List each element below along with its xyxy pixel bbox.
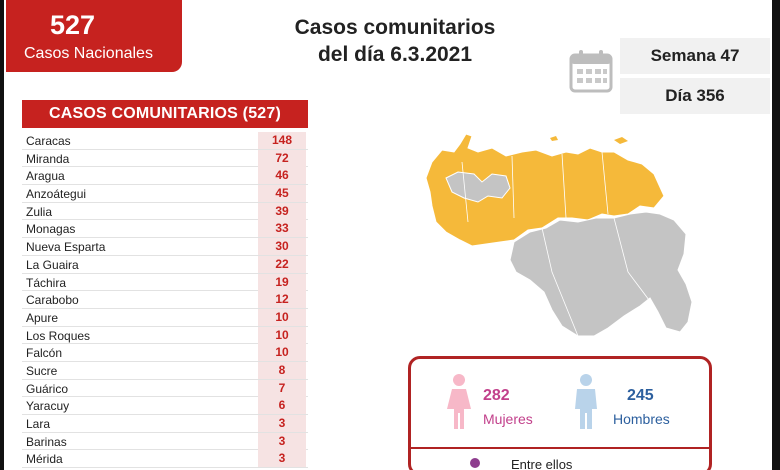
case-count: 33 (258, 220, 306, 238)
state-name: Guárico (26, 381, 69, 396)
female-label: Mujeres (483, 411, 533, 427)
cases-table: Caracas 148 Miranda 72 Aragua 46 Anzoátegui 45 Z… (22, 132, 308, 469)
gender-breakdown-card: 282 Mujeres 245 Hombres Entre ellos (408, 356, 712, 470)
table-row: Táchira 19 (22, 273, 308, 292)
state-name: Monagas (26, 222, 76, 237)
case-count: 7 (258, 379, 306, 397)
left-border (0, 0, 4, 470)
state-name: Carabobo (26, 293, 79, 308)
day-indicator: Día 356 (620, 78, 770, 114)
table-row: La Guaira 22 (22, 255, 308, 274)
map-unaffected-west (445, 171, 511, 203)
card-divider (411, 447, 709, 449)
state-name: Caracas (26, 134, 71, 148)
table-row: Barinas 3 (22, 432, 308, 451)
table-row: Falcón 10 (22, 344, 308, 362)
map-island (550, 136, 558, 141)
case-count: 12 (258, 291, 306, 309)
right-border (772, 0, 780, 470)
state-name: Sucre (26, 363, 58, 378)
state-name: Anzoátegui (26, 187, 87, 202)
case-count: 45 (258, 185, 306, 203)
male-count: 245 (627, 387, 654, 404)
state-name: Barinas (26, 434, 67, 449)
female-icon (447, 374, 471, 429)
state-name: Aragua (26, 169, 65, 184)
case-count: 10 (258, 326, 306, 344)
title-line-1: Casos comunitarios (294, 16, 496, 39)
map-unaffected-south (509, 211, 693, 337)
table-row: Monagas 33 (22, 220, 308, 239)
state-name: La Guaira (26, 257, 79, 272)
state-name: Yaracuy (26, 399, 70, 414)
table-row: Guárico 7 (22, 379, 308, 398)
table-row: Aragua 46 (22, 167, 308, 186)
case-count: 10 (258, 308, 306, 326)
table-row: Lara 3 (22, 415, 308, 433)
page-title: Casos comunitarios del día 6.3.2021 (250, 14, 540, 68)
national-cases-badge: 527 Casos Nacionales (6, 0, 182, 72)
map-affected-region (425, 133, 665, 247)
state-name: Mérida (26, 452, 63, 467)
state-name: Apure (26, 310, 59, 325)
state-name: Nueva Esparta (26, 240, 106, 255)
state-name: Lara (26, 417, 51, 431)
case-count: 3 (258, 415, 306, 432)
national-cases-count: 527 (50, 10, 96, 40)
case-count: 72 (258, 149, 306, 167)
case-count: 3 (258, 432, 306, 450)
case-count: 148 (258, 132, 306, 149)
week-indicator: Semana 47 (620, 38, 770, 74)
case-count: 46 (258, 167, 306, 185)
person-icon (470, 458, 480, 468)
table-row: Carabobo 12 (22, 291, 308, 309)
table-row: Apure 10 (22, 308, 308, 327)
case-count: 22 (258, 255, 306, 273)
table-row: Nueva Esparta 30 (22, 238, 308, 256)
state-name: Falcón (26, 346, 63, 361)
case-count: 19 (258, 273, 306, 291)
between-label: Entre ellos (511, 457, 573, 470)
male-icon (575, 374, 597, 429)
case-count: 3 (258, 450, 306, 468)
table-row: Los Roques 10 (22, 326, 308, 345)
case-count: 10 (258, 344, 306, 362)
case-count: 8 (258, 361, 306, 379)
case-count: 39 (258, 202, 306, 220)
cases-table-header: CASOS COMUNITARIOS (527) (22, 100, 308, 128)
venezuela-map (425, 133, 693, 337)
table-row: Mérida 3 (22, 450, 308, 469)
female-count: 282 (483, 387, 510, 404)
calendar-icon (569, 50, 613, 93)
case-count: 6 (258, 397, 306, 415)
table-row: Zulia 39 (22, 202, 308, 221)
table-row: Yaracuy 6 (22, 397, 308, 415)
state-name: Zulia (26, 204, 53, 219)
table-row: Anzoátegui 45 (22, 185, 308, 203)
table-row: Sucre 8 (22, 361, 308, 380)
national-cases-label: Casos Nacionales (24, 45, 153, 62)
male-label: Hombres (613, 411, 670, 427)
state-name: Táchira (26, 275, 67, 290)
state-name: Los Roques (26, 328, 91, 343)
title-line-2: del día 6.3.2021 (317, 43, 473, 66)
case-count: 30 (258, 238, 306, 256)
table-row: Miranda 72 (22, 149, 308, 168)
state-name: Miranda (26, 151, 70, 166)
map-island (614, 137, 628, 144)
table-row: Caracas 148 (22, 132, 308, 150)
